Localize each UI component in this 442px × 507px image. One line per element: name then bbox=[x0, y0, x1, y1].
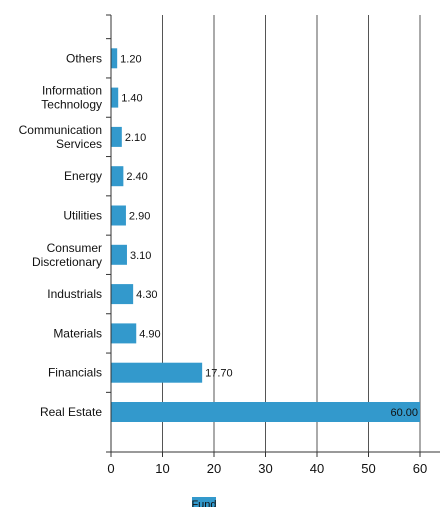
bar bbox=[111, 166, 124, 187]
x-tick-label: 10 bbox=[155, 461, 169, 476]
bar bbox=[111, 87, 119, 108]
bar bbox=[111, 48, 118, 69]
bar bbox=[111, 126, 122, 147]
value-labels: 60.00 17.70 4.90 4.30 3.10 2.90 2.40 2.10 1.40 1.… bbox=[120, 53, 418, 419]
category-label: Communication bbox=[19, 123, 102, 137]
value-label: 17.70 bbox=[205, 368, 233, 380]
category-label: Information bbox=[42, 84, 102, 98]
category-label: Materials bbox=[53, 326, 102, 340]
legend-label: Fund bbox=[191, 499, 216, 507]
value-label: 2.10 bbox=[125, 132, 146, 144]
bars bbox=[111, 48, 420, 422]
value-label: 60.00 bbox=[390, 407, 418, 419]
bar bbox=[111, 362, 203, 383]
bar bbox=[111, 284, 134, 305]
value-label: 4.30 bbox=[136, 289, 157, 301]
value-label: 2.40 bbox=[126, 171, 147, 183]
grid-lines bbox=[162, 15, 421, 452]
category-label: Industrials bbox=[47, 287, 102, 301]
bar bbox=[111, 244, 127, 265]
category-label: Financials bbox=[48, 366, 102, 380]
value-label: 4.90 bbox=[139, 328, 160, 340]
x-tick-label: 30 bbox=[258, 461, 272, 476]
value-label: 1.20 bbox=[120, 53, 141, 65]
x-tick-label: 20 bbox=[207, 461, 221, 476]
category-label: Consumer bbox=[47, 241, 102, 255]
category-label: Real Estate bbox=[40, 405, 102, 419]
category-label: Others bbox=[66, 51, 102, 65]
category-label: Technology bbox=[41, 98, 102, 112]
category-label: Discretionary bbox=[32, 255, 102, 269]
value-label: 1.40 bbox=[121, 93, 142, 105]
bar bbox=[111, 402, 420, 422]
value-label: 2.90 bbox=[129, 211, 150, 223]
x-tick-labels: 0 10 20 30 40 50 60 bbox=[107, 461, 427, 476]
x-tick-label: 0 bbox=[107, 461, 114, 476]
category-labels: Real Estate Financials Materials Industrial… bbox=[19, 51, 103, 419]
bar bbox=[111, 205, 126, 226]
axes bbox=[106, 14, 440, 457]
category-label: Energy bbox=[64, 169, 102, 183]
legend-swatch bbox=[192, 497, 216, 507]
x-tick-label: 40 bbox=[310, 461, 324, 476]
value-label: 3.10 bbox=[130, 250, 151, 262]
bar bbox=[111, 323, 137, 344]
category-label: Services bbox=[56, 137, 102, 151]
category-label: Utilities bbox=[63, 209, 102, 223]
x-tick-label: 50 bbox=[361, 461, 375, 476]
legend: Fund bbox=[191, 497, 217, 507]
x-tick-label: 60 bbox=[413, 461, 427, 476]
